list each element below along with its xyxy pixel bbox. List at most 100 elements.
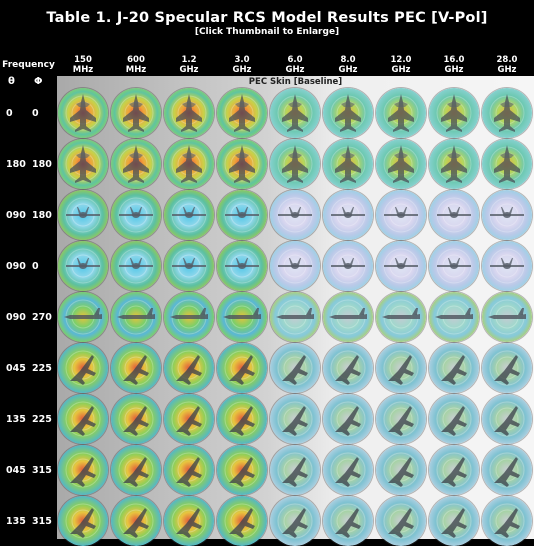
rcs-thumbnail[interactable] — [376, 241, 426, 291]
rcs-thumbnail[interactable] — [217, 190, 267, 240]
theta-value: 0 — [6, 108, 13, 119]
frequency-unit: MHz — [72, 65, 94, 75]
rcs-thumbnail[interactable] — [217, 88, 267, 138]
rcs-thumbnail[interactable] — [323, 445, 373, 495]
rcs-thumbnail[interactable] — [270, 88, 320, 138]
rcs-thumbnail[interactable] — [217, 496, 267, 546]
rcs-thumbnail[interactable] — [482, 343, 532, 393]
rcs-thumbnail[interactable] — [429, 343, 479, 393]
rcs-thumbnail[interactable] — [482, 292, 532, 342]
rcs-thumbnail[interactable] — [376, 445, 426, 495]
rcs-thumbnail[interactable] — [482, 190, 532, 240]
rcs-pattern-image — [217, 190, 267, 240]
rcs-thumbnail[interactable] — [164, 241, 214, 291]
rcs-thumbnail[interactable] — [111, 394, 161, 444]
aircraft-silhouette — [282, 94, 308, 132]
rcs-thumbnail[interactable] — [111, 88, 161, 138]
rcs-thumbnail[interactable] — [429, 190, 479, 240]
rcs-thumbnail[interactable] — [217, 241, 267, 291]
rcs-thumbnail[interactable] — [58, 394, 108, 444]
rcs-thumbnail[interactable] — [376, 496, 426, 546]
rcs-thumbnail[interactable] — [111, 139, 161, 189]
rcs-thumbnail[interactable] — [482, 445, 532, 495]
rcs-thumbnail[interactable] — [58, 241, 108, 291]
rcs-thumbnail[interactable] — [270, 190, 320, 240]
rcs-thumbnail[interactable] — [429, 139, 479, 189]
aircraft-silhouette — [441, 355, 467, 385]
rcs-thumbnail[interactable] — [58, 496, 108, 546]
rcs-thumbnail[interactable] — [111, 496, 161, 546]
rcs-thumbnail[interactable] — [111, 343, 161, 393]
rcs-thumbnail[interactable] — [376, 190, 426, 240]
rcs-thumbnail[interactable] — [429, 292, 479, 342]
rcs-thumbnail[interactable] — [164, 88, 214, 138]
rcs-thumbnail[interactable] — [164, 496, 214, 546]
rcs-thumbnail[interactable] — [376, 343, 426, 393]
rcs-thumbnail[interactable] — [376, 394, 426, 444]
rcs-thumbnail[interactable] — [376, 292, 426, 342]
rcs-pattern-image — [323, 88, 373, 138]
rcs-thumbnail[interactable] — [323, 190, 373, 240]
rcs-thumbnail[interactable] — [482, 496, 532, 546]
rcs-thumbnail[interactable] — [164, 190, 214, 240]
aircraft-silhouette — [229, 145, 255, 183]
rcs-thumbnail[interactable] — [376, 88, 426, 138]
rcs-thumbnail[interactable] — [429, 241, 479, 291]
rcs-thumbnail[interactable] — [164, 292, 214, 342]
rcs-pattern-image — [217, 496, 267, 546]
theta-value: 090 — [6, 210, 26, 221]
rcs-thumbnail[interactable] — [111, 292, 161, 342]
rcs-thumbnail[interactable] — [323, 496, 373, 546]
rcs-thumbnail[interactable] — [217, 394, 267, 444]
rcs-thumbnail[interactable] — [270, 241, 320, 291]
rcs-thumbnail[interactable] — [270, 445, 320, 495]
rcs-pattern-image — [323, 292, 373, 342]
rcs-thumbnail[interactable] — [58, 445, 108, 495]
rcs-thumbnail[interactable] — [429, 394, 479, 444]
frequency-unit: GHz — [391, 65, 411, 75]
rcs-thumbnail[interactable] — [270, 496, 320, 546]
rcs-thumbnail[interactable] — [111, 190, 161, 240]
rcs-thumbnail[interactable] — [323, 241, 373, 291]
rcs-thumbnail[interactable] — [429, 88, 479, 138]
rcs-thumbnail[interactable] — [164, 343, 214, 393]
rcs-thumbnail[interactable] — [270, 292, 320, 342]
rcs-thumbnail[interactable] — [217, 139, 267, 189]
rcs-thumbnail[interactable] — [164, 445, 214, 495]
rcs-thumbnail[interactable] — [482, 241, 532, 291]
aircraft-silhouette — [388, 508, 414, 538]
rcs-thumbnail[interactable] — [58, 292, 108, 342]
rcs-thumbnail[interactable] — [217, 292, 267, 342]
rcs-thumbnail[interactable] — [323, 139, 373, 189]
rcs-pattern-image — [164, 190, 214, 240]
rcs-thumbnail[interactable] — [376, 139, 426, 189]
rcs-thumbnail[interactable] — [270, 343, 320, 393]
rcs-thumbnail[interactable] — [217, 445, 267, 495]
rcs-thumbnail[interactable] — [58, 343, 108, 393]
aircraft-silhouette — [64, 308, 102, 319]
aircraft-silhouette — [117, 308, 155, 319]
rcs-thumbnail[interactable] — [323, 343, 373, 393]
rcs-thumbnail[interactable] — [270, 139, 320, 189]
rcs-thumbnail[interactable] — [111, 241, 161, 291]
rcs-thumbnail[interactable] — [270, 394, 320, 444]
rcs-thumbnail[interactable] — [429, 496, 479, 546]
rcs-thumbnail[interactable] — [164, 139, 214, 189]
rcs-thumbnail[interactable] — [482, 139, 532, 189]
rcs-thumbnail[interactable] — [58, 139, 108, 189]
rcs-thumbnail[interactable] — [164, 394, 214, 444]
rcs-thumbnail[interactable] — [58, 190, 108, 240]
rcs-thumbnail[interactable] — [482, 394, 532, 444]
aircraft-silhouette — [176, 145, 202, 183]
rcs-thumbnail[interactable] — [429, 445, 479, 495]
rcs-thumbnail[interactable] — [217, 343, 267, 393]
rcs-thumbnail[interactable] — [58, 88, 108, 138]
rcs-thumbnail[interactable] — [323, 394, 373, 444]
rcs-thumbnail[interactable] — [482, 88, 532, 138]
rcs-thumbnail[interactable] — [323, 88, 373, 138]
rcs-thumbnail[interactable] — [323, 292, 373, 342]
rcs-thumbnail[interactable] — [111, 445, 161, 495]
aircraft-silhouette — [123, 406, 149, 436]
rcs-pattern-image — [58, 394, 108, 444]
rcs-pattern-image — [58, 139, 108, 189]
